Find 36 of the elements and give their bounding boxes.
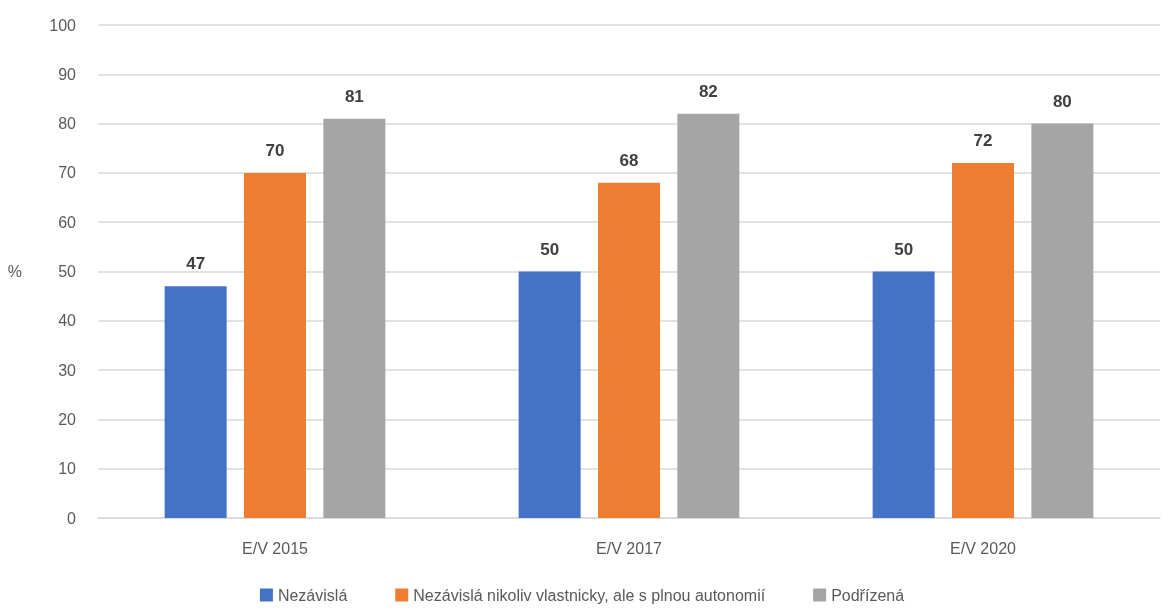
data-label: 47: [186, 254, 206, 274]
y-tick-label: 20: [58, 410, 77, 428]
legend-label: Nezávislá: [277, 586, 348, 604]
bar: [518, 271, 581, 518]
y-tick-label: 60: [58, 213, 77, 231]
bar: [1031, 123, 1094, 518]
y-axis-title: %: [7, 263, 22, 280]
data-label: 82: [698, 81, 718, 101]
x-tick-label: E/V 2020: [950, 539, 1017, 557]
data-label: 80: [1052, 91, 1072, 111]
y-tick-label: 50: [58, 263, 77, 280]
bar: [164, 286, 227, 518]
data-label: 50: [540, 239, 560, 259]
y-tick-label: 10: [58, 460, 77, 478]
bar: [598, 182, 660, 518]
bar: [952, 163, 1014, 518]
legend-label: Nezávislá nikoliv vlastnicky, ale s plnou autonomií: [413, 586, 766, 604]
bar: [323, 118, 386, 518]
y-tick-label: 80: [58, 115, 77, 133]
y-tick-label: 90: [58, 65, 77, 83]
x-tick-label: E/V 2017: [596, 539, 663, 557]
bar: [244, 172, 306, 518]
y-tick-label: 40: [58, 312, 77, 330]
data-label: 72: [973, 131, 993, 151]
data-label: 70: [265, 140, 285, 160]
data-label: 81: [344, 86, 364, 106]
data-label: 50: [894, 239, 914, 259]
x-tick-label: E/V 2015: [242, 539, 309, 557]
y-tick-label: 0: [67, 509, 77, 527]
bar: [677, 113, 740, 518]
y-tick-label: 70: [58, 164, 77, 182]
y-tick-label: 100: [49, 16, 77, 34]
bar: [872, 271, 935, 518]
y-tick-label: 30: [58, 361, 77, 379]
legend-label: Podřízená: [831, 586, 905, 604]
data-label: 68: [619, 150, 639, 170]
